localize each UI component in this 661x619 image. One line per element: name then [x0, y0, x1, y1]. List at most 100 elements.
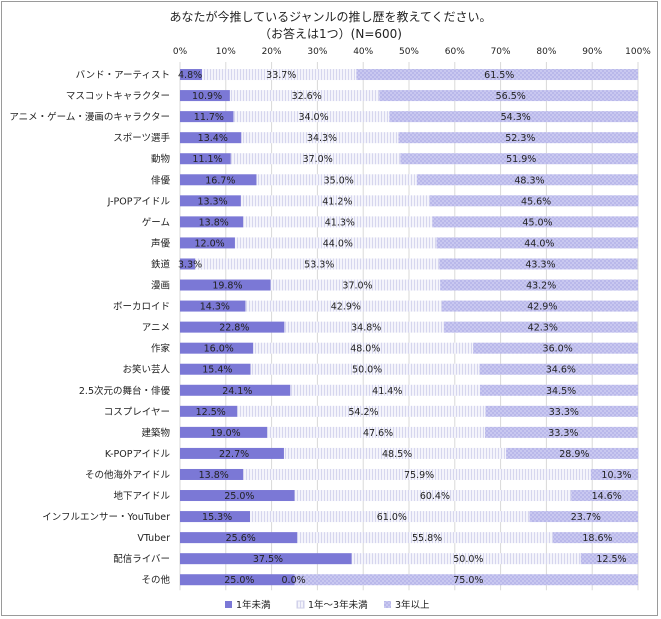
bar-segment-under-1yr [180, 342, 254, 354]
bar-segment-over-3yr [432, 216, 639, 228]
x-tick-label: 20% [262, 47, 282, 57]
legend-label: 1年～3年未満 [308, 599, 368, 611]
bar-segment-over-3yr [571, 490, 638, 502]
category-label: 配信ライバー [113, 553, 170, 565]
data-label: 48.5% [382, 449, 412, 460]
bar-segment-under-1yr [180, 426, 268, 438]
bar-segment-1-3yr [229, 90, 380, 102]
category-label: K-POPアイドル [105, 449, 171, 460]
data-label: 19.8% [212, 281, 242, 292]
bar-segment-1-3yr [234, 237, 437, 249]
legend-label: 1年未満 [236, 599, 271, 611]
data-label: 50.0% [352, 365, 382, 376]
category-label: アニメ [142, 323, 170, 334]
category-label: 俳優 [151, 174, 171, 186]
data-label: 13.8% [199, 217, 229, 228]
category-label: インフルエンサー・YouTuber [42, 512, 170, 523]
category-label: 2.5次元の舞台・俳優 [79, 385, 171, 397]
data-label: 44.0% [323, 238, 353, 249]
bar-segment-under-1yr [180, 195, 241, 207]
data-label: 51.9% [506, 154, 536, 165]
data-label: 45.0% [522, 217, 552, 228]
legend-label: 3年以上 [395, 599, 430, 611]
x-tick-label: 100% [625, 47, 651, 57]
bar-segment-over-3yr [479, 363, 638, 375]
data-label: 47.6% [363, 428, 393, 439]
bar-segment-1-3yr [230, 153, 401, 165]
data-label: 41.3% [325, 217, 355, 228]
bar-segment-under-1yr [180, 321, 285, 333]
x-tick-label: 40% [353, 47, 373, 57]
data-labels: 4.8% 33.7% 61.5% 10.9% 32.6% 56.5% 11.7% 34.0% 5… [178, 70, 632, 586]
bar-segment-under-1yr [180, 237, 235, 249]
x-tick-label: 10% [216, 47, 236, 57]
data-label: 12.0% [194, 238, 224, 249]
category-label: 声優 [151, 237, 171, 249]
data-label: 34.3% [307, 133, 337, 144]
data-label: 11.1% [192, 154, 222, 165]
data-label: 43.3% [525, 259, 555, 270]
bar-segment-under-1yr [180, 468, 244, 480]
category-label: その他 [141, 574, 170, 586]
data-label: 60.4% [420, 491, 450, 502]
bar-segment-1-3yr [294, 490, 572, 502]
data-label: 0.0% [282, 575, 306, 586]
x-tick-label: 70% [491, 47, 511, 57]
legend-swatch [384, 601, 391, 608]
data-label: 10.9% [192, 91, 222, 102]
bar-segment-over-3yr [379, 90, 638, 102]
x-tick-label: 50% [399, 47, 419, 57]
data-label: 4.8% [178, 70, 202, 81]
data-label: 18.6% [582, 533, 612, 544]
x-tick-label: 0% [173, 47, 188, 57]
bar-segment-1-3yr [250, 363, 480, 375]
bar-segment-under-1yr [180, 216, 244, 228]
data-label: 48.0% [350, 344, 380, 355]
bar-segment-1-3yr [243, 216, 433, 228]
bar-segment-1-3yr [243, 468, 591, 480]
category-label: ボーカロイド [113, 302, 170, 313]
bar-segment-under-1yr [180, 300, 246, 312]
data-label: 53.3% [304, 259, 334, 270]
category-label: その他海外アイドル [85, 469, 171, 481]
data-label: 42.9% [527, 302, 557, 313]
bar-segment-under-1yr [180, 90, 230, 102]
x-tick-label: 30% [307, 47, 327, 57]
data-label: 37.5% [253, 554, 283, 565]
data-label: 12.5% [596, 554, 626, 565]
bar-segment-1-3yr [241, 132, 399, 144]
category-label: ゲーム [142, 216, 170, 228]
data-label: 25.0% [224, 575, 254, 586]
bar-segment-over-3yr [473, 342, 638, 354]
chart-subtitle: （お答えは1つ）(N=600) [259, 27, 402, 41]
data-label: 43.2% [526, 281, 556, 292]
bar-segment-over-3yr [436, 237, 638, 249]
category-label: スポーツ選手 [113, 132, 170, 144]
bar-segment-1-3yr [233, 111, 390, 123]
data-label: 28.9% [559, 449, 589, 460]
data-label: 42.3% [528, 323, 558, 334]
bar-segment-over-3yr [506, 447, 639, 459]
data-label: 55.8% [412, 533, 442, 544]
category-label: バンド・アーティスト [76, 70, 170, 81]
data-label: 22.7% [219, 449, 249, 460]
data-label: 37.0% [303, 154, 333, 165]
bar-segment-under-1yr [180, 279, 271, 291]
bar-segment-1-3yr [256, 174, 417, 186]
data-label: 15.4% [202, 365, 232, 376]
data-label: 41.2% [322, 196, 352, 207]
x-axis-ticks: 0% 10% 20% 30% 40% 50% 60% 70% 80% 90% 100% [173, 47, 651, 57]
category-label: マスコットキャラクター [66, 91, 170, 102]
bar-segment-1-3yr [245, 300, 442, 312]
bar-segment-over-3yr [294, 574, 638, 586]
bar-segment-under-1yr [180, 553, 352, 565]
bar-segment-1-3yr [267, 426, 486, 438]
bar-segment-1-3yr [237, 405, 486, 417]
category-label: VTuber [137, 533, 170, 544]
bar-segment-1-3yr [250, 511, 530, 523]
data-label: 44.0% [524, 238, 554, 249]
bar-segment-1-3yr [284, 321, 444, 333]
bar-segment-1-3yr [240, 195, 430, 207]
bar-segment-over-3yr [590, 468, 638, 480]
